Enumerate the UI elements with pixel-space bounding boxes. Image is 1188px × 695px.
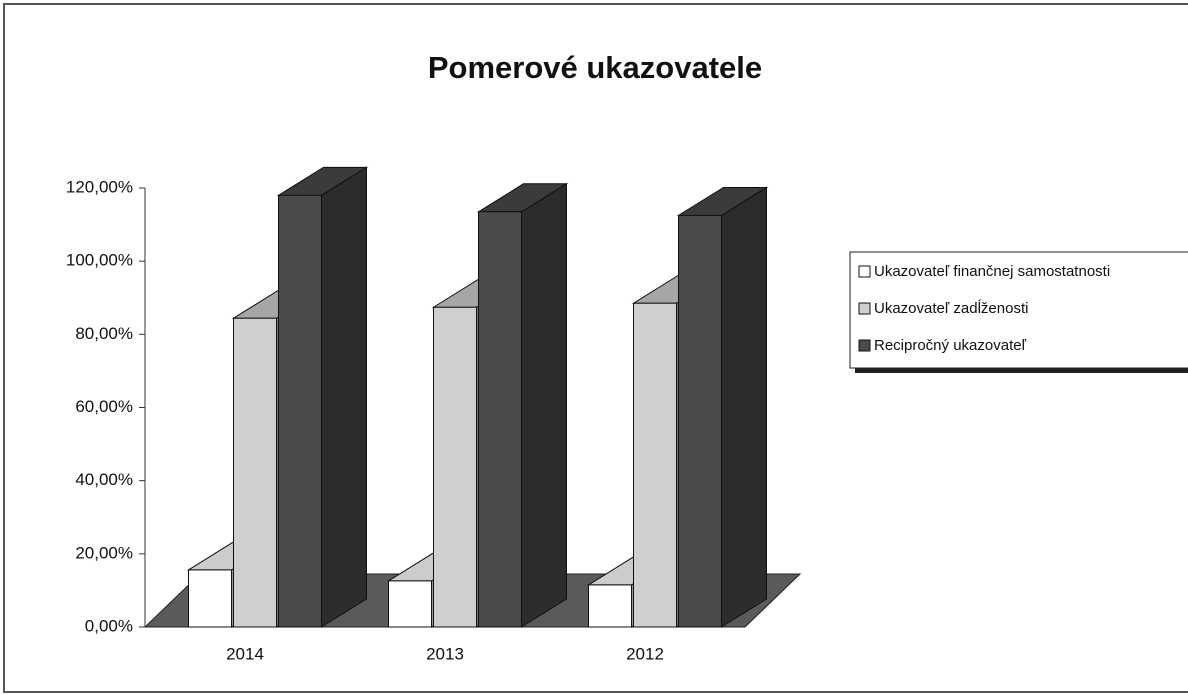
legend-swatch bbox=[858, 265, 871, 278]
bar-front bbox=[188, 569, 232, 628]
x-tick-label: 2012 bbox=[626, 644, 664, 663]
y-tick-label: 100,00% bbox=[66, 251, 133, 270]
legend-swatch bbox=[858, 302, 871, 315]
x-tick-label: 2014 bbox=[226, 644, 264, 663]
bar-side bbox=[321, 166, 367, 628]
bar-front bbox=[478, 211, 522, 628]
bar-front bbox=[633, 302, 677, 628]
bar bbox=[476, 182, 569, 628]
y-tick-label: 80,00% bbox=[75, 324, 133, 343]
legend bbox=[849, 251, 1188, 369]
bar-front bbox=[678, 214, 722, 628]
legend-label: Ukazovateľ zadĺženosti bbox=[874, 299, 1028, 317]
bar-front bbox=[433, 306, 477, 628]
bar-front bbox=[388, 580, 432, 628]
bar-front bbox=[588, 584, 632, 628]
legend-swatch bbox=[858, 339, 871, 352]
bar-front bbox=[233, 317, 277, 628]
legend-label: Recipročný ukazovateľ bbox=[874, 337, 1027, 354]
y-tick-label: 0,00% bbox=[85, 616, 133, 635]
legend-label: Ukazovateľ finančnej samostatnosti bbox=[874, 263, 1110, 280]
bar-side bbox=[721, 186, 767, 628]
x-tick-label: 2013 bbox=[426, 644, 464, 663]
chart-title: Pomerové ukazovatele bbox=[428, 50, 762, 85]
y-tick-label: 20,00% bbox=[75, 543, 133, 562]
y-tick-label: 60,00% bbox=[75, 397, 133, 416]
bar bbox=[676, 186, 769, 628]
bar-front bbox=[278, 194, 322, 628]
bar-side bbox=[521, 182, 567, 628]
bar bbox=[276, 166, 369, 628]
y-tick-label: 40,00% bbox=[75, 470, 133, 489]
y-tick-label: 120,00% bbox=[66, 177, 133, 196]
